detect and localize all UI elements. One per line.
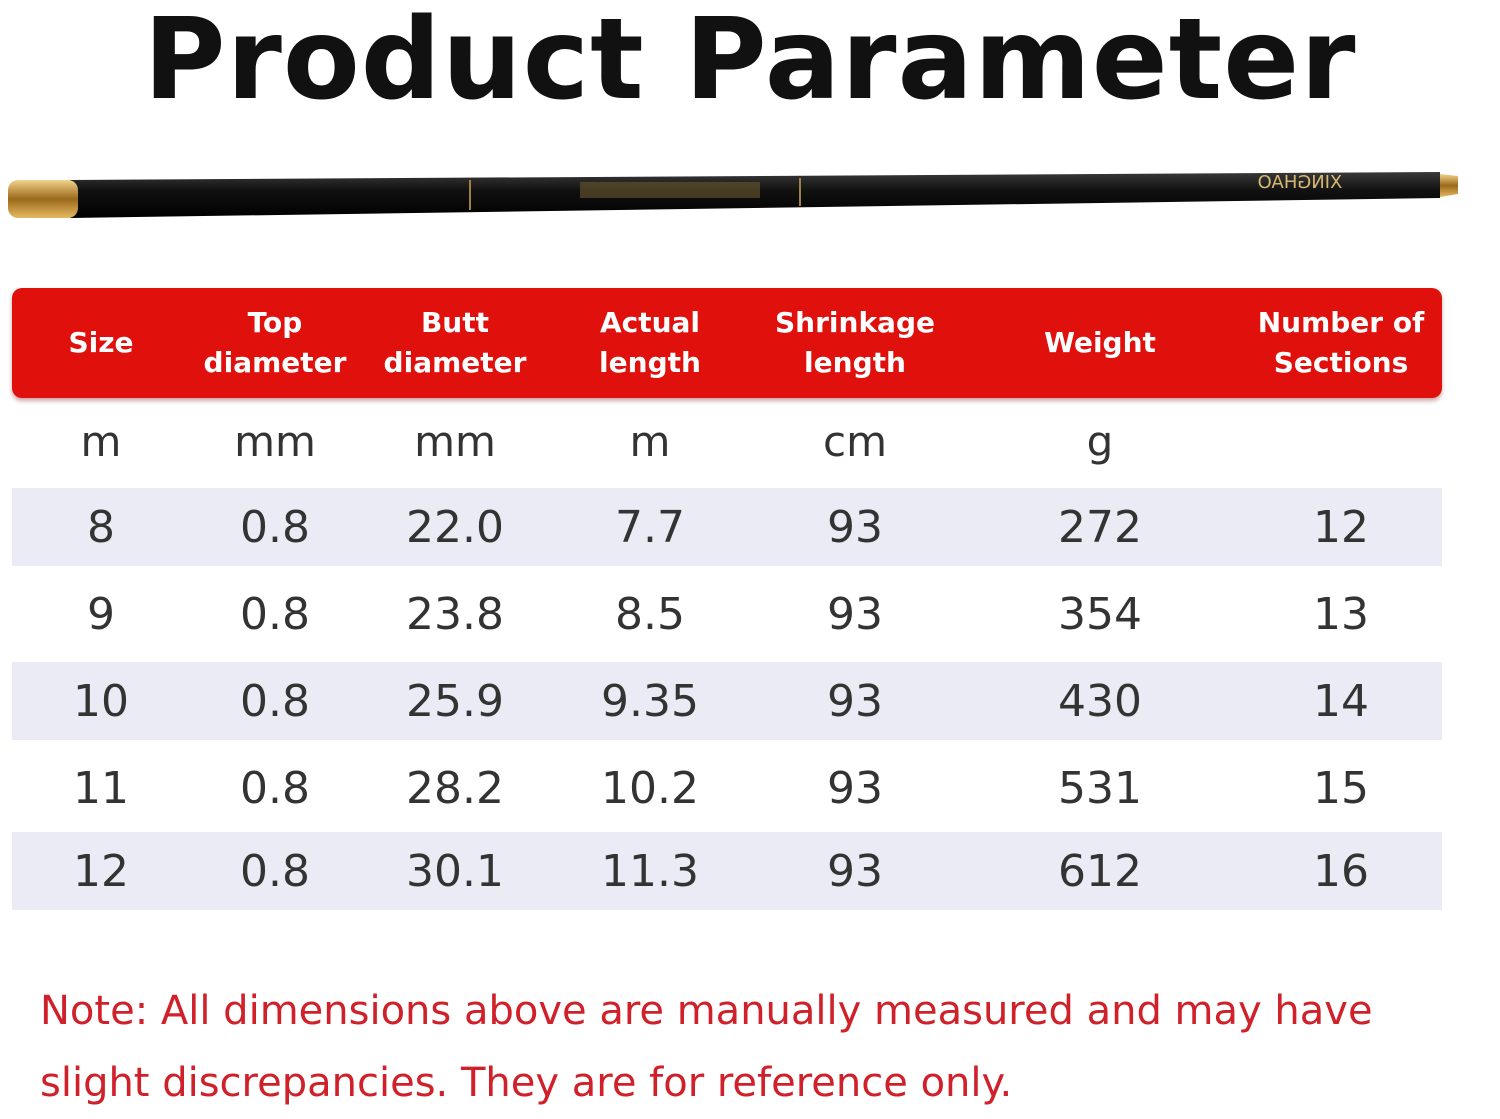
table-cell: 8.5 <box>615 588 685 640</box>
rod-image: XINGHAO <box>8 172 1458 218</box>
table-cell: 531 <box>1058 762 1142 814</box>
table-cell: 25.9 <box>406 675 504 727</box>
unit: mm <box>234 416 316 466</box>
column-header: Shrinkage length <box>775 306 935 379</box>
unit: mm <box>414 416 496 466</box>
table-cell: 13 <box>1313 588 1369 640</box>
table-cell: 11.3 <box>601 845 699 897</box>
table-cell: 30.1 <box>406 845 504 897</box>
table-cell: 12 <box>73 845 129 897</box>
unit: m <box>629 416 671 466</box>
table-cell: 7.7 <box>615 501 685 553</box>
unit: m <box>80 416 122 466</box>
table-cell: 12 <box>1313 501 1369 553</box>
column-header: Weight <box>1044 326 1156 359</box>
table-cell: 93 <box>827 675 883 727</box>
table-cell: 0.8 <box>240 762 310 814</box>
table-cell: 93 <box>827 845 883 897</box>
column-header: Top diameter <box>203 306 347 379</box>
table-cell: 22.0 <box>406 501 504 553</box>
table-cell: 9.35 <box>601 675 699 727</box>
column-header: Number of Sections <box>1257 306 1425 379</box>
title: Product Parameter <box>143 0 1357 125</box>
table-cell: 93 <box>827 501 883 553</box>
row-shade <box>12 832 1442 910</box>
table-cell: 93 <box>827 762 883 814</box>
table-cell: 272 <box>1058 501 1142 553</box>
table-cell: 0.8 <box>240 501 310 553</box>
table-cell: 9 <box>87 588 115 640</box>
unit: g <box>1086 416 1114 466</box>
table-cell: 0.8 <box>240 588 310 640</box>
table-header <box>12 288 1442 398</box>
table-cell: 93 <box>827 588 883 640</box>
table-cell: 8 <box>87 501 115 553</box>
row-shade <box>12 662 1442 740</box>
table-cell: 354 <box>1058 588 1142 640</box>
table-cell: 15 <box>1313 762 1369 814</box>
table-cell: 23.8 <box>406 588 504 640</box>
unit: cm <box>822 416 887 466</box>
column-header: Butt diameter <box>383 306 527 379</box>
table-cell: 430 <box>1058 675 1142 727</box>
table-cell: 16 <box>1313 845 1369 897</box>
note: Note: All dimensions above are manually … <box>40 988 1373 1106</box>
table-cell: 11 <box>73 762 129 814</box>
table-cell: 14 <box>1313 675 1369 727</box>
column-header: Size <box>68 326 134 359</box>
table-cell: 10.2 <box>601 762 699 814</box>
table-cell: 0.8 <box>240 675 310 727</box>
table-cell: 10 <box>73 675 129 727</box>
table-cell: 28.2 <box>406 762 504 814</box>
column-header: Actual length <box>599 306 701 379</box>
rod-brand: XINGHAO <box>1258 172 1343 193</box>
table-cell: 612 <box>1058 845 1142 897</box>
table-cell: 0.8 <box>240 845 310 897</box>
row-shade <box>12 488 1442 566</box>
